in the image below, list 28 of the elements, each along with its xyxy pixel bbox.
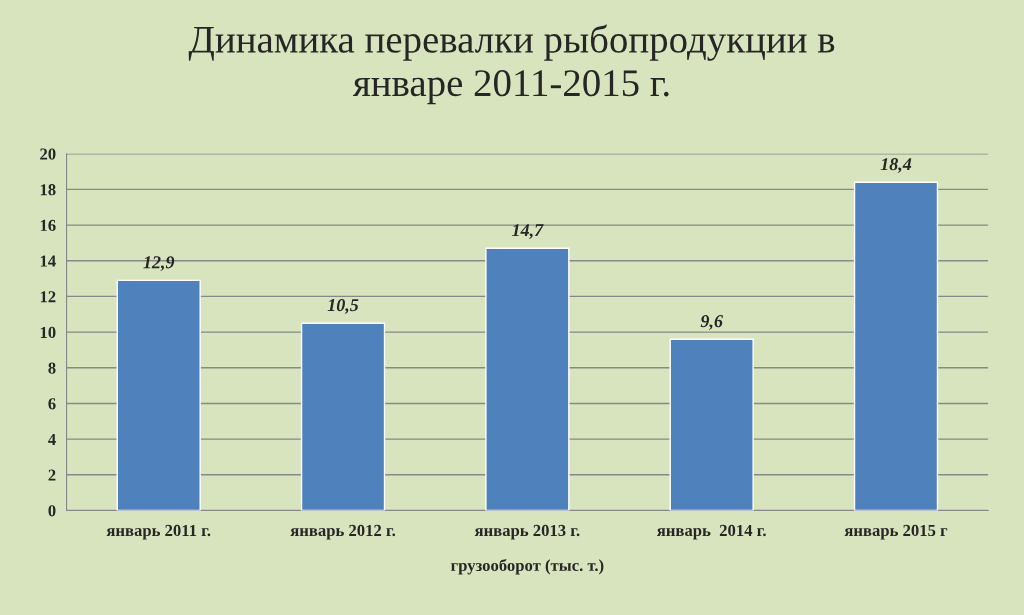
bar xyxy=(669,338,754,511)
y-tick-label: 2 xyxy=(48,469,56,481)
data-label: 14,7 xyxy=(511,224,544,239)
x-tick-label: январь 2011 г. xyxy=(106,524,211,540)
bar xyxy=(853,181,939,511)
y-tick-label: 14 xyxy=(40,255,56,267)
data-label: 9,6 xyxy=(700,315,723,330)
y-tick-label: 18 xyxy=(40,184,56,196)
y-tick-label: 10 xyxy=(40,326,56,339)
chart-title: Динамика перевалки рыбопродукции в январе 2011-2015 г. xyxy=(188,24,835,105)
bar xyxy=(485,247,570,511)
x-tick-label: январь 2015 г xyxy=(844,524,948,540)
y-tick-label: 0 xyxy=(48,505,56,517)
data-label: 18,4 xyxy=(880,158,912,173)
x-tick-label: январь 2013 г. xyxy=(474,524,580,540)
y-tick-label: 12 xyxy=(40,291,56,303)
bar xyxy=(116,279,201,511)
data-label: 12,9 xyxy=(143,256,175,271)
y-tick-label: 20 xyxy=(40,148,56,160)
x-tick-label: январь 2012 г. xyxy=(290,524,396,540)
x-tick-label: январь 2014 г. xyxy=(656,524,766,540)
x-axis-title: грузооборот (тыс. т.) xyxy=(451,558,604,575)
y-tick-label: 4 xyxy=(48,433,56,445)
y-tick-label: 6 xyxy=(48,398,56,410)
bar xyxy=(300,322,386,511)
data-label: 10,5 xyxy=(327,299,359,314)
y-tick-label: 16 xyxy=(40,219,56,232)
y-tick-label: 8 xyxy=(48,362,56,374)
